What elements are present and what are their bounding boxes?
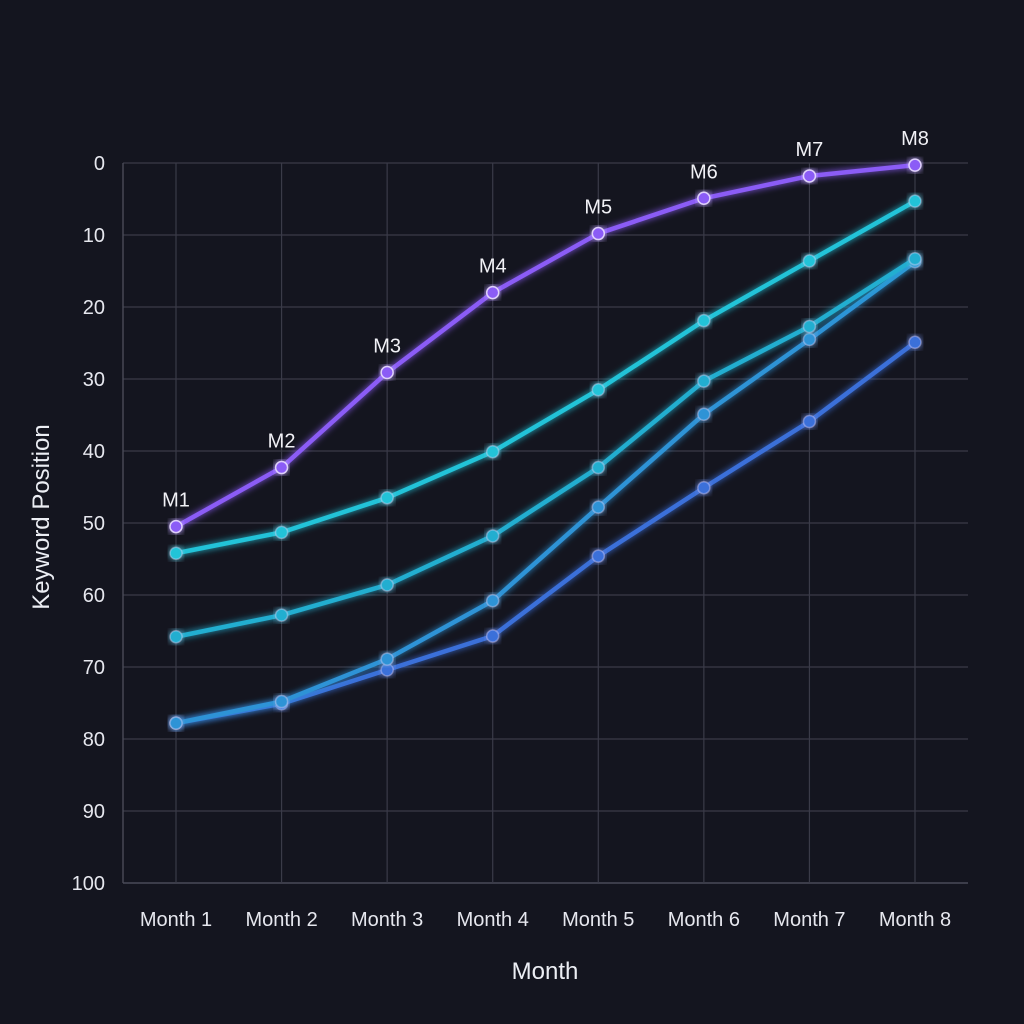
x-tick-label: Month 2 <box>245 909 317 931</box>
data-point <box>908 158 922 172</box>
data-point <box>274 608 289 622</box>
data-point <box>697 313 711 328</box>
data-point <box>591 549 606 563</box>
data-point <box>697 480 711 495</box>
x-tick-label: Month 5 <box>562 909 634 931</box>
y-tick-label: 50 <box>83 513 105 535</box>
data-point <box>802 169 817 183</box>
data-point <box>697 407 711 422</box>
data-point <box>802 414 817 429</box>
data-point <box>169 716 183 730</box>
y-tick-label: 100 <box>72 873 105 895</box>
data-point <box>697 374 711 388</box>
data-point <box>591 226 606 241</box>
data-point <box>591 460 606 475</box>
data-point <box>485 529 500 543</box>
y-tick-label: 80 <box>83 729 105 751</box>
y-tick-label: 20 <box>83 297 105 319</box>
data-point <box>274 460 289 475</box>
data-point <box>380 365 394 380</box>
axes: 0 10 20 30 40 50 60 70 80 90 100 Month 1 Month 2 Mont… <box>72 153 952 931</box>
grid <box>123 162 968 884</box>
y-tick-label: 10 <box>83 225 105 247</box>
y-tick-label: 0 <box>94 153 105 175</box>
data-point <box>169 519 183 534</box>
x-tick-label: Month 3 <box>351 909 423 931</box>
y-tick-label: 60 <box>83 585 105 607</box>
data-point <box>485 285 500 300</box>
x-axis-title: Month <box>512 958 579 985</box>
data-point <box>380 491 394 505</box>
y-axis-title: Keyword Position <box>28 424 55 609</box>
data-point <box>908 194 922 208</box>
y-tick-label: 30 <box>83 369 105 391</box>
data-point <box>908 335 922 350</box>
y-tick-label: 90 <box>83 801 105 823</box>
point-label: M5 <box>584 197 612 219</box>
data-point <box>169 630 183 644</box>
data-point <box>591 500 606 514</box>
x-tick-label: Month 1 <box>140 909 212 931</box>
data-point <box>380 578 394 592</box>
x-tick-label: Month 6 <box>668 909 740 931</box>
point-label: M1 <box>162 490 190 512</box>
point-label: M6 <box>690 161 718 183</box>
data-point <box>485 594 500 608</box>
data-point <box>591 383 606 397</box>
data-point <box>485 444 500 459</box>
series-line <box>173 340 918 726</box>
data-point <box>697 191 711 206</box>
data-point <box>802 319 817 334</box>
series-line <box>173 259 918 726</box>
point-label: M8 <box>901 128 929 150</box>
x-tick-label: Month 7 <box>773 909 845 931</box>
data-point <box>274 694 289 709</box>
series-group <box>169 158 922 730</box>
x-tick-label: Month 4 <box>457 909 529 931</box>
data-point <box>485 629 500 643</box>
data-point <box>802 332 817 347</box>
data-point <box>274 525 289 540</box>
labels: M1 M2 M3 M4 M5 M6 M7 M8 <box>162 128 929 511</box>
point-label: M3 <box>373 336 401 358</box>
x-tick-label: Month 8 <box>879 909 951 931</box>
point-label: M7 <box>796 139 824 161</box>
series-line <box>173 162 918 529</box>
data-point <box>802 254 817 268</box>
y-tick-label: 40 <box>83 441 105 463</box>
series-line <box>173 198 918 556</box>
point-label: M2 <box>268 431 296 453</box>
data-point <box>169 546 183 560</box>
y-tick-label: 70 <box>83 657 105 679</box>
data-point <box>908 252 922 266</box>
point-label: M4 <box>479 256 507 278</box>
series-line <box>173 256 918 640</box>
data-point <box>380 652 394 666</box>
